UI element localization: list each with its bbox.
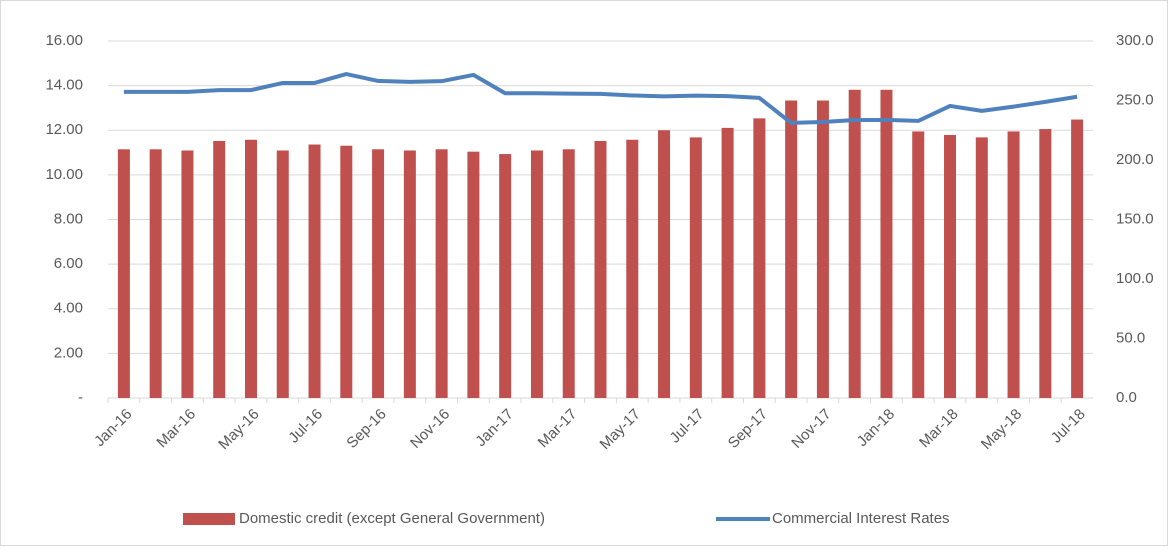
bar bbox=[944, 135, 957, 398]
y2-tick-label: 50.0 bbox=[1116, 329, 1145, 346]
bar bbox=[181, 150, 194, 398]
bar bbox=[594, 140, 607, 398]
bar bbox=[435, 149, 448, 398]
bar bbox=[753, 118, 766, 398]
y2-tick-label: 100.0 bbox=[1116, 270, 1154, 287]
bar bbox=[658, 130, 671, 398]
y-tick-label: 16.00 bbox=[45, 32, 83, 49]
bar bbox=[880, 89, 893, 398]
bar bbox=[499, 154, 512, 398]
bar bbox=[562, 149, 575, 398]
bar bbox=[1007, 131, 1020, 398]
line bbox=[123, 72, 1078, 125]
bar bbox=[467, 151, 480, 398]
bar bbox=[785, 100, 798, 398]
legend-swatch bbox=[183, 513, 235, 525]
bar bbox=[626, 139, 639, 398]
bar bbox=[117, 149, 130, 398]
bar bbox=[1071, 119, 1084, 398]
y2-tick-label: 250.0 bbox=[1116, 91, 1154, 108]
bar bbox=[975, 137, 988, 398]
y-tick-label: - bbox=[78, 389, 83, 406]
bar bbox=[721, 127, 734, 399]
y2-tick-label: 0.0 bbox=[1116, 389, 1137, 406]
bar bbox=[149, 149, 162, 398]
bar bbox=[816, 100, 829, 398]
legend-label: Domestic credit (except General Governme… bbox=[239, 510, 545, 527]
y-tick-label: 14.00 bbox=[45, 77, 83, 94]
bar bbox=[403, 150, 416, 398]
bar bbox=[530, 150, 543, 398]
y-tick-label: 6.00 bbox=[54, 255, 83, 272]
legend-label: Commercial Interest Rates bbox=[772, 510, 950, 527]
y2-tick-label: 300.0 bbox=[1116, 32, 1154, 49]
y-tick-label: 10.00 bbox=[45, 166, 83, 183]
y-tick-label: 8.00 bbox=[54, 210, 83, 227]
bar bbox=[372, 149, 385, 398]
y-tick-label: 4.00 bbox=[54, 300, 83, 317]
bar bbox=[689, 137, 702, 398]
bar bbox=[1039, 129, 1052, 398]
bar bbox=[848, 89, 861, 398]
bar bbox=[213, 140, 226, 398]
y2-tick-label: 150.0 bbox=[1116, 210, 1154, 227]
bar bbox=[276, 150, 289, 398]
bar bbox=[912, 131, 925, 398]
bar bbox=[244, 139, 257, 398]
y-tick-label: 2.00 bbox=[54, 344, 83, 361]
y-tick-label: 12.00 bbox=[45, 121, 83, 138]
bar bbox=[340, 145, 353, 398]
y2-tick-label: 200.0 bbox=[1116, 151, 1154, 168]
bar bbox=[308, 144, 321, 398]
